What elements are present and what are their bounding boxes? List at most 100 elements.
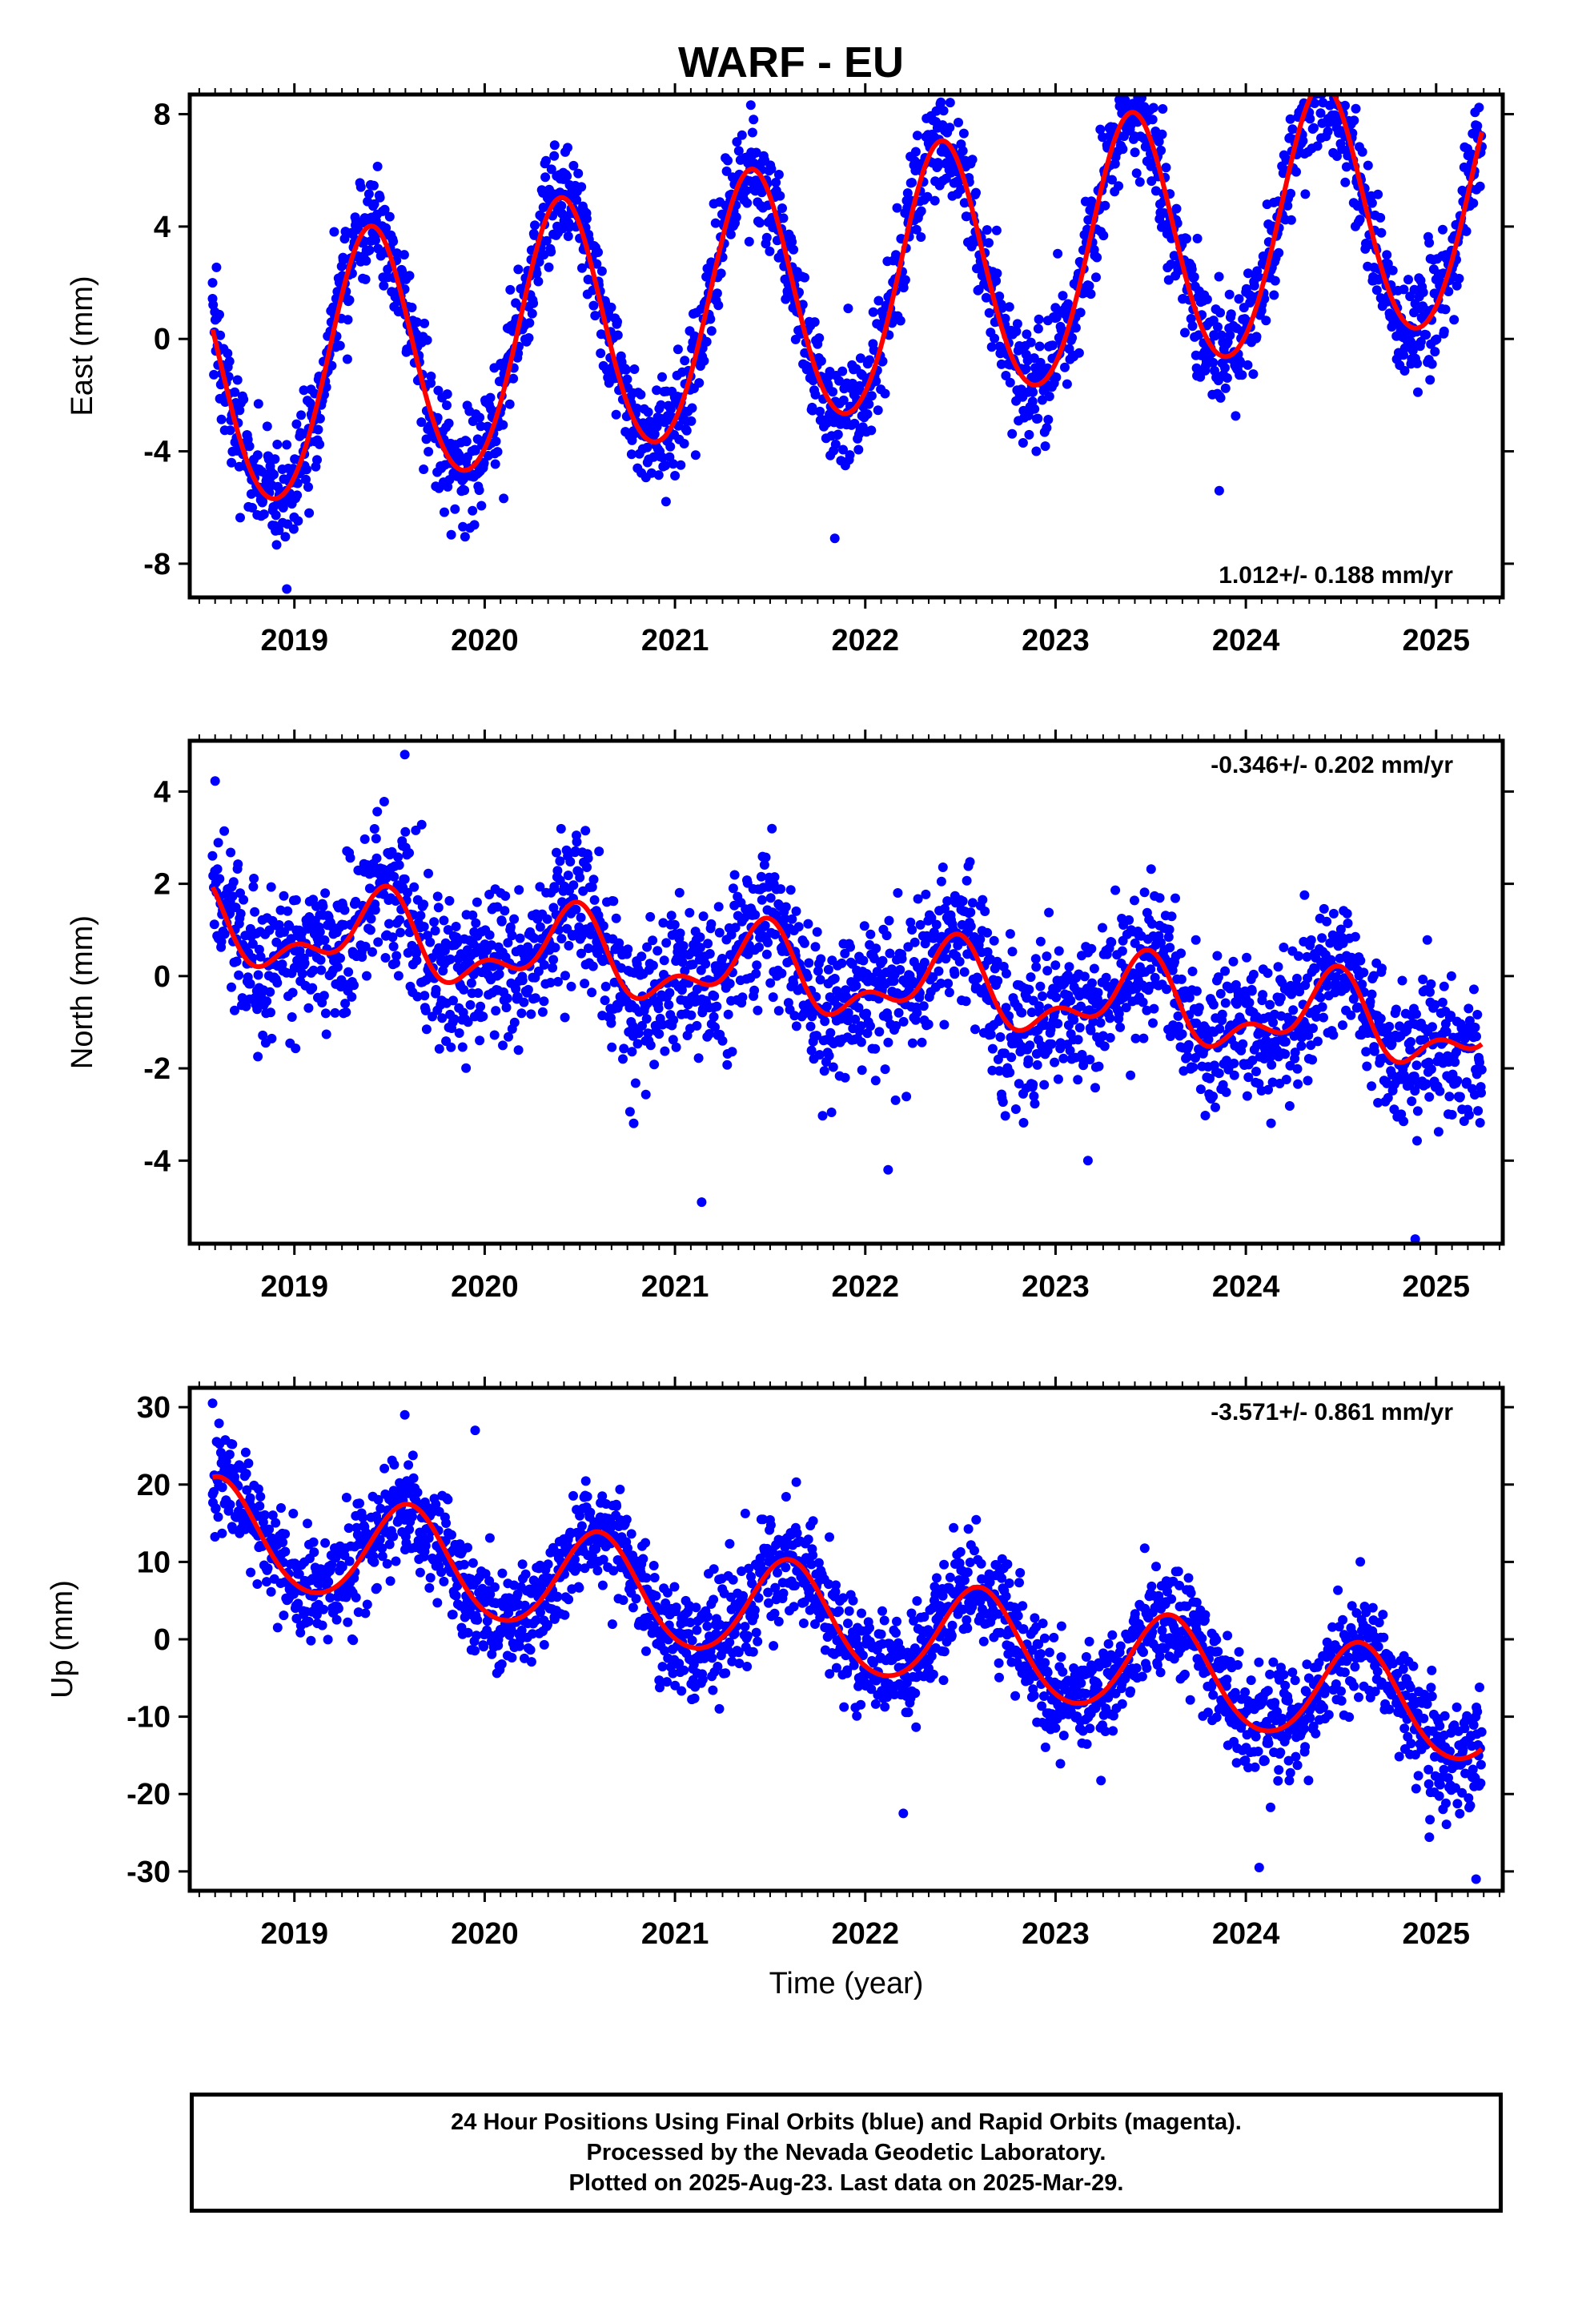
data-point: [1447, 1110, 1457, 1120]
data-point: [532, 268, 542, 279]
data-point: [1328, 71, 1338, 81]
data-point: [355, 182, 366, 192]
data-point-outlier: [1214, 485, 1224, 496]
data-point: [1384, 1021, 1395, 1031]
data-point: [1238, 1039, 1248, 1049]
data-point: [709, 1011, 719, 1022]
data-point: [546, 247, 556, 257]
data-point: [1266, 1118, 1276, 1128]
data-point: [995, 1032, 1006, 1042]
data-point: [580, 826, 591, 836]
data-point: [563, 870, 573, 881]
data-point: [426, 372, 436, 381]
data-point: [1220, 998, 1231, 1008]
data-point: [657, 452, 668, 463]
data-point: [600, 995, 610, 1006]
data-point: [478, 1011, 488, 1022]
data-point: [287, 1012, 297, 1022]
data-point: [686, 416, 697, 426]
data-point: [1340, 100, 1350, 111]
data-point: [765, 246, 775, 256]
data-point: [287, 987, 298, 998]
data-point: [351, 896, 361, 907]
data-point: [712, 1001, 722, 1011]
data-point-outlier: [400, 750, 410, 760]
data-point: [1361, 1047, 1371, 1057]
data-point: [1248, 969, 1259, 979]
data-point: [992, 268, 1002, 279]
data-point: [922, 191, 933, 202]
data-point: [857, 1065, 867, 1076]
data-point: [1100, 200, 1110, 211]
data-point: [424, 447, 434, 456]
data-point: [990, 333, 1000, 344]
data-point: [241, 1001, 251, 1011]
data-point: [381, 223, 391, 233]
x-tick-label: 2022: [831, 1270, 899, 1304]
data-point: [1476, 1088, 1486, 1098]
data-point: [347, 991, 357, 1002]
x-tick-label: 2023: [1022, 1270, 1090, 1304]
data-point: [710, 218, 721, 228]
data-point: [587, 987, 597, 998]
data-point: [895, 316, 905, 326]
data-point: [677, 957, 688, 967]
data-point: [1138, 997, 1148, 1007]
data-point: [1242, 952, 1252, 963]
data-point: [400, 874, 410, 884]
data-point: [694, 378, 705, 388]
data-point: [909, 156, 920, 167]
data-point: [475, 412, 485, 423]
data-point: [1375, 1013, 1386, 1023]
data-point: [468, 910, 478, 920]
data-point: [598, 921, 608, 931]
data-point: [1399, 1116, 1409, 1127]
data-point: [809, 317, 820, 328]
data-point: [429, 917, 440, 927]
data-point: [873, 296, 884, 306]
data-point: [819, 1066, 829, 1076]
data-point: [803, 919, 813, 929]
data-point: [519, 997, 529, 1007]
data-point: [1005, 377, 1015, 388]
data-point: [870, 1043, 881, 1054]
data-point: [1247, 986, 1257, 996]
data-point: [1377, 963, 1387, 974]
data-point: [1194, 1003, 1204, 1013]
data-point: [575, 872, 585, 883]
data-point: [245, 979, 255, 989]
data-point-outlier: [829, 533, 840, 544]
data-point: [1350, 931, 1360, 942]
data-point: [865, 1021, 875, 1031]
data-point: [670, 471, 681, 480]
data-point: [646, 468, 656, 478]
x-tick-label: 2021: [641, 624, 709, 657]
data-point: [656, 400, 666, 410]
data-point: [476, 1001, 486, 1011]
data-point: [695, 932, 705, 943]
data-point: [877, 955, 888, 966]
data-point: [954, 956, 965, 967]
data-point: [1034, 314, 1044, 324]
data-point: [1039, 1080, 1050, 1090]
data-point: [751, 147, 761, 158]
data-point: [1098, 132, 1108, 143]
data-point: [966, 907, 976, 918]
data-point: [907, 178, 917, 187]
data-point: [364, 883, 375, 894]
data-point: [1288, 1005, 1299, 1015]
data-point: [1322, 74, 1331, 83]
data-point: [426, 378, 436, 388]
data-point: [226, 847, 236, 858]
data-point: [581, 214, 592, 224]
data-point: [580, 979, 590, 989]
data-point: [1027, 396, 1038, 407]
data-point: [486, 404, 496, 414]
data-point: [247, 503, 258, 513]
data-point: [1269, 290, 1279, 300]
data-point: [944, 987, 954, 998]
data-point: [722, 1059, 733, 1070]
data-point: [741, 186, 751, 195]
data-point: [1130, 63, 1139, 73]
data-point: [576, 182, 587, 192]
